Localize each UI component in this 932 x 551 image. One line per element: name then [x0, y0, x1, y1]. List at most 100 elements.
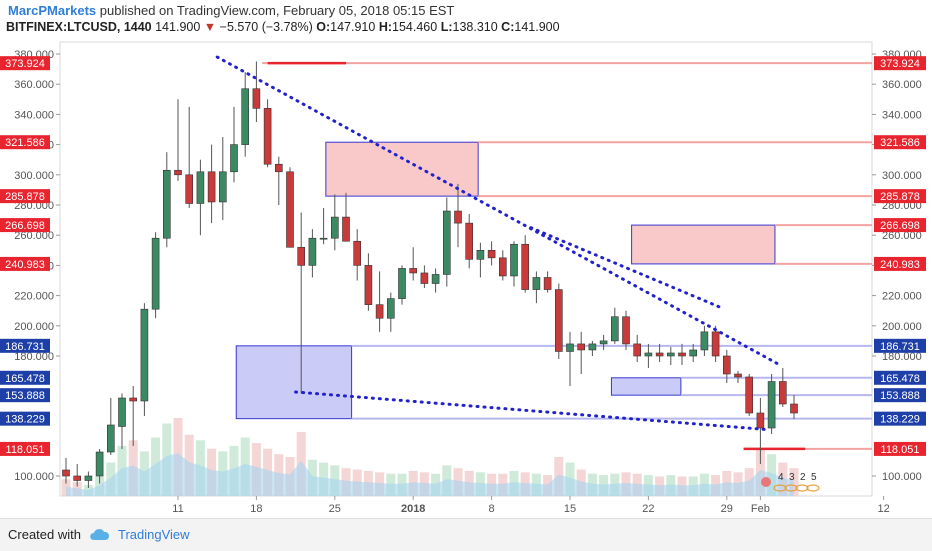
candle-body: [308, 237, 317, 266]
level-label-right-bg: [874, 338, 926, 353]
candle-body: [319, 237, 328, 240]
candle-body: [655, 352, 664, 357]
demand-zone-right: [610, 377, 682, 396]
level-label-right-bg: [874, 441, 926, 456]
candle-body: [431, 274, 440, 284]
created-with-text: Created with: [8, 527, 81, 542]
candle-body: [622, 316, 630, 345]
y-tick-label-right: 300.000: [882, 170, 922, 182]
candle-body: [454, 210, 462, 224]
tradingview-logo-icon[interactable]: [88, 527, 112, 546]
published-text: published on TradingView.com, February 0…: [99, 3, 455, 18]
demand-zone-left: [235, 345, 353, 420]
candle-body: [465, 222, 474, 260]
event-count-label[interactable]: 2: [800, 472, 806, 483]
level-label-left: 165.478: [5, 373, 45, 385]
level-label-right-bg: [874, 370, 926, 385]
event-count-label[interactable]: 5: [811, 472, 817, 483]
x-tick-label: 22: [642, 503, 654, 515]
candle-body: [666, 352, 675, 357]
level-label-right: 165.478: [880, 373, 920, 385]
candle-body: [420, 272, 429, 284]
volume-average-area: [66, 453, 794, 496]
symbol-label: BITFINEX:LTCUSD, 1440: [6, 20, 152, 34]
candle-body: [767, 381, 776, 429]
level-label-left-bg: [0, 256, 50, 271]
candle-body: [330, 216, 339, 239]
open-value: 147.910: [330, 20, 376, 34]
level-label-right: 240.983: [880, 259, 920, 271]
candle-body: [73, 475, 81, 481]
candle-body: [577, 343, 586, 351]
level-label-right-bg: [874, 411, 926, 426]
candle-body: [442, 210, 451, 275]
candle-body: [756, 412, 765, 429]
low-label: L:: [440, 20, 453, 34]
candle-body: [644, 352, 653, 357]
change-down-arrow-icon: ▼: [203, 20, 217, 34]
candle-body: [252, 88, 261, 109]
level-label-left-bg: [0, 388, 50, 403]
event-flag-icon[interactable]: [761, 477, 771, 487]
level-label-right-bg: [874, 388, 926, 403]
candle-body: [84, 475, 93, 481]
tradingview-brand-link[interactable]: TradingView: [118, 527, 190, 542]
candle-body: [610, 316, 619, 342]
level-label-left: 118.051: [6, 444, 45, 456]
level-label-right: 266.698: [880, 220, 920, 232]
candle-body: [588, 343, 597, 351]
candle-body: [95, 451, 104, 477]
candle-body: [689, 349, 698, 357]
y-tick-label-right: 180.000: [882, 351, 922, 363]
level-label-right: 138.229: [880, 414, 920, 426]
event-marker-icon: [806, 484, 820, 492]
y-tick-label-right: 360.000: [882, 79, 922, 91]
level-label-left: 285.878: [5, 191, 45, 203]
level-label-right: 321.586: [880, 137, 920, 149]
candle-body: [364, 265, 373, 305]
candle-body: [487, 250, 496, 259]
level-label-left: 240.983: [5, 259, 45, 271]
supply-zone-upper: [325, 141, 479, 197]
high-label: H:: [378, 20, 393, 34]
footer: Created with TradingView: [0, 518, 932, 551]
candle-body: [163, 169, 171, 239]
candle-body: [219, 171, 227, 203]
level-label-right-bg: [874, 135, 926, 150]
candle-body: [554, 289, 563, 352]
level-label-left-bg: [0, 411, 50, 426]
x-tick-label: 2018: [401, 503, 425, 515]
event-count-label[interactable]: 4: [778, 472, 784, 483]
event-count-label[interactable]: 3: [789, 472, 795, 483]
candles: [62, 61, 798, 488]
event-marker-icon: [773, 484, 787, 492]
y-tick-label-right: 100.000: [882, 471, 922, 483]
level-label-left-bg: [0, 218, 50, 233]
level-label-left-bg: [0, 189, 50, 204]
y-tick-label-right: 220.000: [882, 291, 922, 303]
y-tick-label-left: 220.000: [14, 291, 54, 303]
candle-body: [297, 246, 306, 266]
candle-body: [599, 340, 608, 345]
candle-body: [521, 243, 530, 290]
candle-body: [778, 381, 787, 405]
descending-trendline-mid: [529, 226, 723, 310]
candle-body: [263, 108, 272, 165]
event-marker-icon: [795, 484, 809, 492]
volume-bars: [61, 418, 799, 496]
level-label-left: 138.229: [5, 414, 45, 426]
candle-body: [498, 257, 507, 277]
level-label-left: 186.731: [5, 341, 45, 353]
candle-body: [633, 343, 642, 357]
level-label-right: 373.924: [880, 58, 920, 70]
y-tick-label-left: 340.000: [14, 109, 54, 121]
level-label-right-bg: [874, 189, 926, 204]
x-tick-label: 29: [721, 503, 733, 515]
price-labels: 373.924 373.924 321.586 321.586 285.878 285.8…: [0, 56, 926, 456]
candle-body: [745, 376, 754, 414]
level-label-left: 373.924: [5, 58, 45, 70]
candle-body: [274, 163, 283, 173]
level-label-right: 285.878: [880, 191, 920, 203]
author-link[interactable]: MarcPMarkets: [8, 3, 97, 18]
